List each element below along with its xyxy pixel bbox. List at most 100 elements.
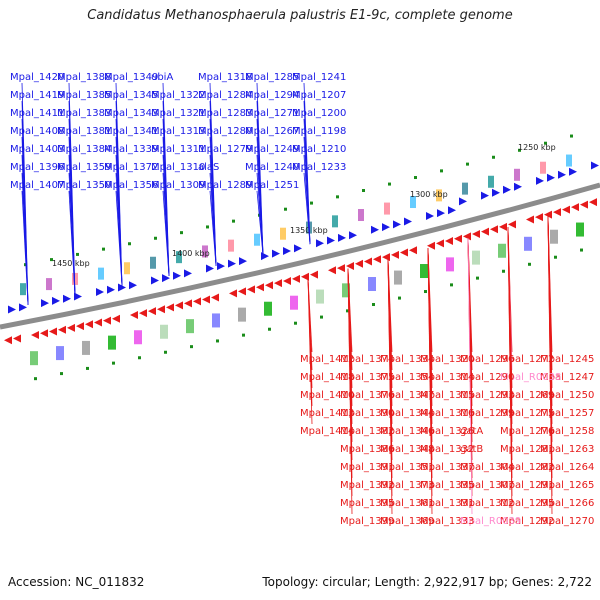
- reverse-gene-arrow: [85, 320, 93, 329]
- gene-label: Mpal_1293: [460, 390, 514, 401]
- reverse-gene-arrow: [391, 250, 399, 259]
- label-leader-line: [21, 190, 29, 305]
- gene-label: Mpal_1310: [151, 162, 205, 173]
- forward-gene-arrow: [569, 167, 577, 176]
- cog-marker: [190, 345, 193, 349]
- gene-label: Mpal_1313: [151, 126, 205, 137]
- reverse-gene-arrow: [373, 255, 381, 264]
- gene-label: Mpal_1279: [198, 144, 252, 155]
- gene-label: Mpal_1267: [245, 126, 299, 137]
- feature-block: [394, 270, 402, 285]
- gene-label: Mpal_1296: [460, 354, 514, 365]
- gene-label: ubiA: [151, 72, 173, 83]
- reverse-gene-arrow: [67, 323, 75, 332]
- gene-label: Mpal_1396: [10, 162, 64, 173]
- feature-block: [498, 243, 506, 258]
- gene-label: Mpal_1351: [380, 462, 434, 473]
- gene-label: Mpal_1250: [540, 390, 594, 401]
- reverse-gene-arrow: [202, 295, 210, 304]
- gene-label: Mpal_1249: [245, 144, 299, 155]
- gene-label: Mpal_1337: [420, 462, 474, 473]
- reverse-gene-arrow: [274, 279, 282, 288]
- gene-label: Mpal_1335: [420, 480, 474, 491]
- forward-gene-arrow: [217, 262, 225, 271]
- feature-block: [566, 154, 572, 167]
- gene-label: Mpal_1418: [300, 372, 354, 383]
- forward-gene-arrow: [52, 296, 60, 305]
- reverse-gene-arrow: [76, 322, 84, 331]
- gene-label: Mpal_1312: [460, 498, 514, 509]
- cog-marker: [398, 296, 401, 300]
- reverse-gene-arrow: [544, 210, 552, 219]
- gene-label: Mpal_1386: [340, 444, 394, 455]
- feature-block: [108, 335, 116, 350]
- forward-gene-arrow: [393, 220, 401, 229]
- gene-label: Mpal_1320: [420, 354, 474, 365]
- cog-marker: [34, 377, 37, 381]
- forward-gene-arrow: [536, 176, 544, 185]
- cog-marker: [216, 339, 219, 343]
- gene-label: Mpal_1332: [420, 444, 474, 455]
- gene-label: Mpal_1376: [340, 390, 394, 401]
- reverse-gene-arrow: [13, 334, 21, 343]
- cog-marker: [154, 236, 157, 240]
- feature-block: [124, 262, 130, 275]
- forward-gene-arrow: [316, 239, 324, 248]
- gene-label: Mpal_1392: [340, 480, 394, 491]
- feature-block: [46, 278, 52, 291]
- gene-label: Mpal_1391: [340, 462, 394, 473]
- gene-label: Mpal_1295: [500, 498, 554, 509]
- gene-label: Mpal_1280: [198, 126, 252, 137]
- gene-label: Mpal_1381: [57, 126, 111, 137]
- feature-block: [514, 168, 520, 181]
- cog-marker: [388, 182, 391, 186]
- gene-label: Mpal_1334: [380, 354, 434, 365]
- gene-label: Mpal_1245: [540, 354, 594, 365]
- feature-block: [462, 182, 468, 195]
- forward-gene-arrow: [151, 276, 159, 285]
- reverse-gene-arrow: [49, 327, 57, 336]
- feature-block: [186, 319, 194, 334]
- reverse-gene-arrow: [184, 299, 192, 308]
- gene-label: Mpal_1341: [104, 126, 158, 137]
- cog-marker: [518, 148, 521, 152]
- gene-label: Mpal_1385: [57, 90, 111, 101]
- forward-gene-arrow: [283, 247, 291, 256]
- cog-marker: [180, 231, 183, 235]
- gene-label: Mpal_1348: [380, 444, 434, 455]
- cog-marker: [372, 303, 375, 307]
- gene-label: Mpal_1347: [380, 390, 434, 401]
- forward-gene-arrow: [404, 217, 412, 226]
- cog-marker: [50, 258, 53, 262]
- forward-strand-labels: Mpal_1420Mpal_1419Mpal_1411Mpal_1408Mpal…: [10, 72, 346, 305]
- forward-gene-arrow: [591, 161, 599, 170]
- feature-block: [20, 283, 26, 296]
- scale-tick-label: 1400 kbp: [172, 249, 210, 258]
- forward-gene-arrow: [96, 288, 104, 297]
- gene-label: Mpal_1318: [198, 72, 252, 83]
- feature-block: [202, 245, 208, 258]
- gene-label: Mpal_1233: [292, 162, 346, 173]
- forward-gene-arrow: [118, 283, 126, 292]
- cog-marker: [294, 321, 297, 325]
- cog-marker: [466, 162, 469, 166]
- gene-label: Mpal_1283: [198, 108, 252, 119]
- reverse-gene-arrow: [571, 203, 579, 212]
- gene-label: Mpal_1390: [340, 408, 394, 419]
- feature-block: [524, 236, 532, 251]
- feature-block: [576, 222, 584, 237]
- feature-block: [410, 196, 416, 209]
- cog-marker: [502, 269, 505, 273]
- label-leader-line: [507, 227, 513, 515]
- feature-block: [332, 215, 338, 228]
- reverse-gene-arrow: [508, 220, 516, 229]
- label-leader-line: [209, 190, 217, 266]
- gene-label: Mpal_1361: [380, 498, 434, 509]
- forward-gene-arrow: [547, 173, 555, 182]
- cog-marker: [112, 361, 115, 365]
- forward-gene-arrow: [272, 249, 280, 258]
- feature-block: [290, 295, 298, 310]
- forward-gene-arrow: [459, 197, 467, 206]
- forward-gene-arrow: [129, 281, 137, 290]
